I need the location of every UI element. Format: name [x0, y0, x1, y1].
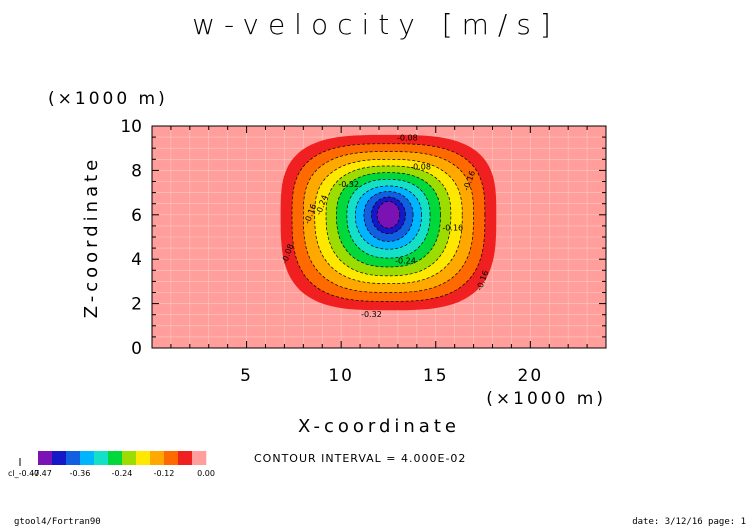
contour-line [346, 178, 431, 259]
colorbar-segment [94, 451, 109, 465]
colorbar-segment [178, 451, 193, 465]
colorbar-tick-label: 0.00 [197, 469, 215, 478]
colorbar-segment [66, 451, 81, 465]
contour-line [302, 151, 474, 293]
colorbar-segment [52, 451, 67, 465]
contour-line [371, 196, 406, 235]
z-scale-label: (×1000 m) [48, 89, 168, 109]
colorbar-tick-label: -0.24 [112, 469, 133, 478]
z-axis-label: Z-coordinate [81, 156, 102, 319]
contour-label: -0.32 [361, 310, 382, 319]
colorbar-segment [38, 451, 53, 465]
x-tick-label: 20 [518, 366, 544, 386]
footer-date: date: 3/12/16 page: 1 [632, 517, 746, 527]
colorbar-tick-label: -0.47 [31, 469, 52, 478]
contour-label: -0.32 [338, 180, 359, 189]
colorbar-tick-label: -0.36 [70, 469, 91, 478]
z-tick-label: 2 [131, 295, 142, 315]
contour-label: -0.16 [442, 223, 463, 232]
colorbar-tick-label: -0.12 [154, 469, 175, 478]
x-axis-label: X-coordinate [298, 416, 460, 437]
colorbar-segment [108, 451, 123, 465]
z-tick-label: 8 [131, 161, 142, 181]
x-tick-label: 5 [240, 366, 253, 386]
colorbar-segment [136, 451, 151, 465]
z-tick-label: 4 [131, 250, 142, 270]
z-tick-label: 0 [131, 339, 142, 359]
contour-line [325, 165, 452, 277]
colorbar-segment [122, 451, 137, 465]
contour-line [363, 191, 414, 242]
footer-program: gtool4/Fortran90 [14, 517, 101, 527]
chart-title: w-velocity [m/s] [192, 8, 560, 41]
contour-line [336, 172, 441, 268]
colorbar-segment [164, 451, 179, 465]
colorbar-segment [192, 451, 207, 465]
colorbar-segment [150, 451, 165, 465]
colorbar-left-label: cl_-0.47 [8, 469, 39, 478]
colorbar-segment [80, 451, 95, 465]
contour-interval: CONTOUR INTERVAL = 4.000E-02 [254, 452, 466, 465]
x-tick-label: 15 [423, 366, 449, 386]
contour-line [314, 158, 463, 284]
contour-label: -0.08 [397, 133, 418, 142]
contour-label: -0.08 [410, 162, 431, 171]
z-tick-label: 6 [131, 206, 142, 226]
contour-line [355, 185, 422, 250]
x-tick-label: 10 [328, 366, 354, 386]
contour-fill-level-10 [377, 201, 400, 229]
contour-line [291, 143, 486, 302]
z-tick-label: 10 [120, 117, 142, 137]
contour-label: -0.24 [395, 257, 416, 266]
x-scale-label: (×1000 m) [486, 389, 606, 409]
